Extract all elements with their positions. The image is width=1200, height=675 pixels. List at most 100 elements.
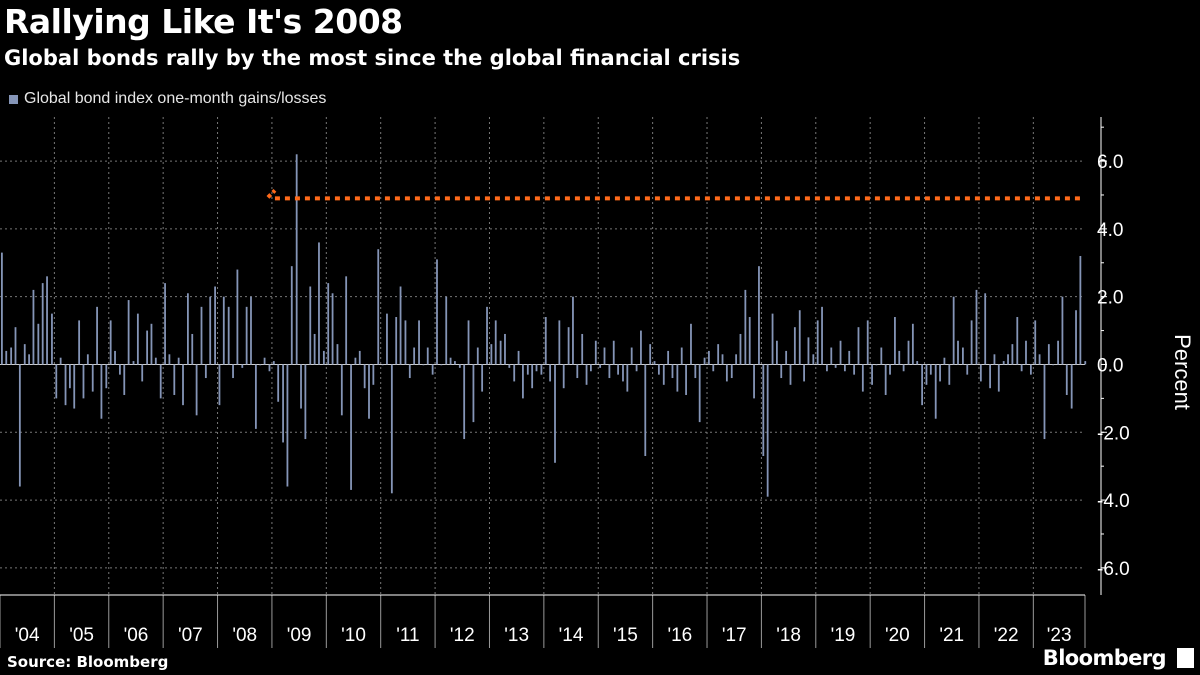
bar: [282, 364, 284, 443]
bar: [336, 344, 339, 365]
bar: [798, 310, 801, 365]
bar: [907, 340, 910, 365]
bar: [898, 350, 901, 365]
bar: [236, 269, 239, 365]
bar: [744, 289, 747, 365]
bar: [399, 286, 402, 365]
brand-logo: Bloomberg: [1042, 646, 1167, 670]
bar: [390, 364, 393, 494]
bar: [463, 364, 466, 440]
bar: [793, 327, 796, 365]
bar: [173, 364, 176, 395]
bar: [96, 306, 98, 365]
bar: [177, 357, 180, 365]
bar: [318, 242, 320, 365]
bar: [1038, 354, 1041, 365]
bar: [272, 361, 275, 365]
bar: [313, 333, 316, 365]
bar: [191, 333, 194, 365]
bar: [739, 333, 742, 365]
bar: [1052, 364, 1055, 366]
bar: [916, 361, 919, 365]
bar: [51, 313, 53, 365]
bar: [952, 296, 955, 365]
bar: [735, 354, 738, 365]
bar: [776, 340, 778, 365]
bar: [55, 364, 58, 399]
bar: [354, 357, 357, 365]
bar: [861, 364, 864, 392]
bar: [644, 364, 647, 457]
bar: [1070, 364, 1073, 409]
bar: [513, 364, 516, 382]
bar: [494, 320, 497, 365]
bar: [37, 323, 40, 365]
legend-label: Global bond index one-month gains/losses: [24, 90, 327, 107]
bar: [839, 340, 842, 365]
bar: [150, 323, 153, 365]
annotation-layer: [266, 188, 1084, 201]
bar: [109, 320, 112, 365]
bar: [418, 320, 420, 365]
bar: [204, 364, 207, 379]
bar: [826, 364, 828, 372]
bar: [290, 266, 293, 365]
bar: [1, 252, 3, 365]
bar: [884, 364, 887, 395]
bar: [504, 333, 506, 365]
bar: [426, 347, 429, 365]
bar: [408, 364, 411, 379]
bar: [136, 313, 139, 365]
x-tick-label: '16: [667, 625, 692, 646]
bar: [64, 364, 67, 406]
x-tick-label: '12: [450, 625, 475, 646]
bar: [929, 364, 932, 375]
bar: [649, 344, 652, 365]
bar: [771, 313, 774, 365]
y-tick-label: -6.0: [1097, 559, 1130, 580]
bar: [227, 306, 230, 365]
bar: [358, 350, 361, 365]
x-tick-label: '18: [776, 625, 801, 646]
bar: [662, 364, 665, 385]
bar: [222, 296, 225, 365]
bar: [626, 364, 629, 392]
bar: [635, 364, 638, 372]
legend-swatch: [9, 94, 18, 104]
chart-subtitle: Global bonds rally by the most since the…: [4, 46, 741, 70]
y-tick-label: 6.0: [1097, 152, 1123, 173]
legend: Global bond index one-month gains/losses: [9, 90, 326, 108]
bar: [18, 364, 21, 487]
bar: [875, 364, 878, 366]
bar: [721, 354, 724, 365]
bar: [395, 317, 398, 365]
bar: [780, 364, 783, 379]
bar: [866, 320, 869, 365]
bar: [350, 364, 352, 490]
bar: [816, 320, 819, 365]
bar: [114, 350, 116, 365]
x-tick-label: '06: [124, 625, 149, 646]
bar: [327, 283, 330, 365]
x-tick-label: '11: [396, 625, 419, 646]
bar: [154, 357, 157, 365]
x-tick-label: '05: [69, 625, 94, 646]
bar: [499, 340, 502, 365]
bar: [630, 347, 633, 365]
bar: [254, 364, 257, 429]
bar: [1020, 364, 1023, 372]
bar: [608, 364, 611, 379]
bar: [653, 361, 656, 365]
bar: [214, 286, 216, 365]
bar: [141, 364, 144, 382]
bar: [377, 249, 380, 365]
x-tick-label: '04: [15, 625, 40, 646]
bar: [962, 347, 964, 365]
bar: [562, 364, 565, 389]
bar: [943, 357, 946, 365]
bar: [5, 350, 8, 365]
bar: [599, 364, 602, 368]
bar: [708, 350, 710, 365]
bar: [889, 364, 891, 375]
bar: [853, 364, 856, 375]
